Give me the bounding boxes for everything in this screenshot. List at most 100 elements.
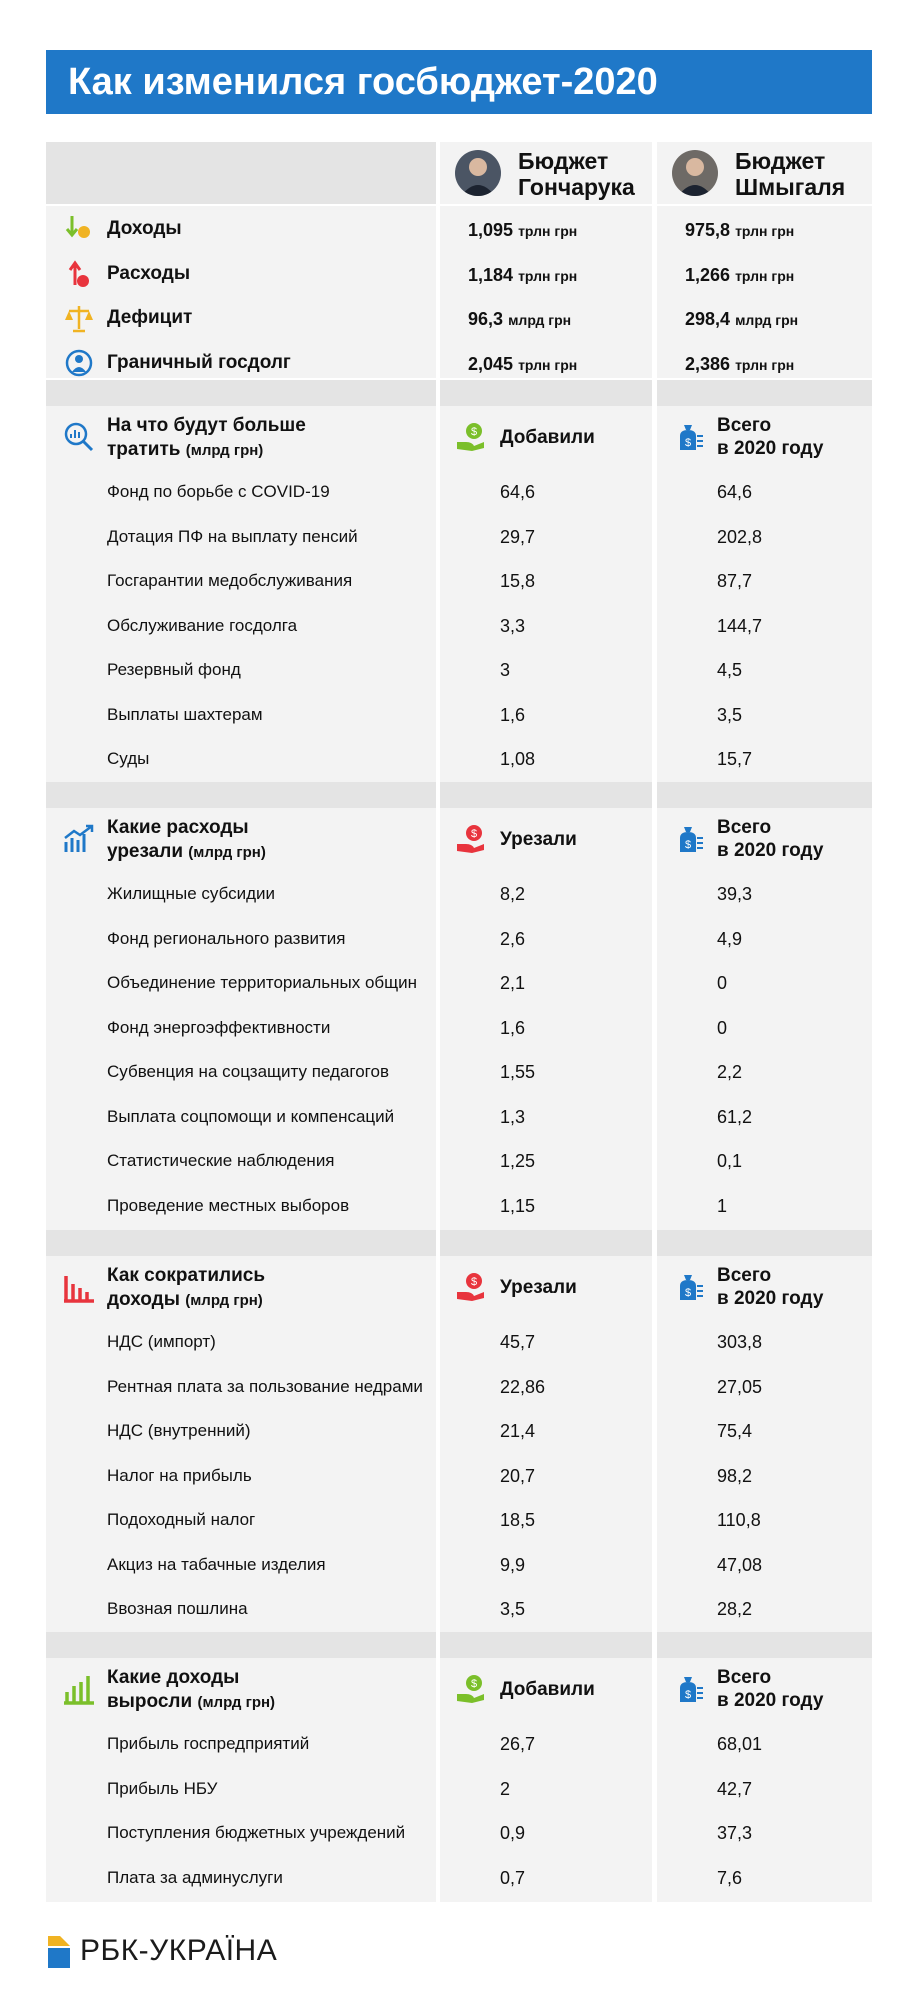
col2-title-line2: в 2020 году (717, 1690, 824, 1711)
section-row-label: Налог на прибыль (107, 1465, 252, 1485)
section-row-value-1: 9,9 (500, 1554, 526, 1575)
section-title: Как сократились доходы (млрд грн) (107, 1264, 265, 1313)
section-unit: (млрд грн) (185, 1292, 263, 1309)
section-c1-bg (440, 406, 652, 784)
section-row-value-1: 1,15 (500, 1195, 536, 1216)
section-row-value-2: 47,08 (717, 1554, 763, 1575)
section-row-value-2: 144,7 (717, 615, 763, 636)
section-c1-gap (436, 1632, 440, 1658)
budget1-title-line1: Бюджет (518, 148, 609, 174)
section-row-value-1: 2,1 (500, 973, 526, 993)
section-col2-title: Всего в 2020 году (717, 414, 823, 460)
section-c2-gap (652, 380, 657, 406)
section-c1-gap (436, 782, 440, 808)
growth-chart-icon (64, 824, 94, 852)
rbc-logo-icon (48, 1936, 70, 1968)
value: 298,4 (685, 309, 731, 329)
section-title-line2: урезали (млрд грн) (107, 840, 266, 865)
section-row-value-2: 68,01 (717, 1734, 763, 1754)
money-bag-icon: $ (680, 1275, 703, 1300)
section-c1-bg (440, 1256, 652, 1634)
summary-value-2: 2,386 трлн грн (685, 354, 794, 375)
section-divider-band (46, 380, 872, 406)
section-row-value-1: 3,5 (500, 1599, 526, 1619)
col2-title-line1: Всего (717, 415, 772, 436)
section-row-label: Субвенция на соцзащиту педагогов (107, 1062, 389, 1081)
value: 96,3 (468, 309, 504, 329)
section-row-value-2: 0,1 (717, 1151, 743, 1171)
section-col2-title: Всего в 2020 году (717, 816, 823, 862)
section-row-label: Акциз на табачные изделия (107, 1554, 326, 1574)
section-c2-bg (657, 1256, 872, 1634)
section-row-value-2: 27,05 (717, 1376, 763, 1397)
unit: трлн грн (518, 356, 578, 373)
section-title-line1: Какие расходы (107, 817, 249, 838)
section-row-value-2: 202,8 (717, 526, 763, 547)
money-hand-red-icon: $ (457, 1273, 484, 1301)
section-row-value-1: 22,86 (500, 1376, 546, 1397)
section-title-line2: доходы (млрд грн) (107, 1288, 265, 1313)
section-label-bg (46, 1256, 436, 1634)
summary-value-2: 1,266 трлн грн (685, 265, 794, 286)
money-hand-green-icon: $ (457, 1675, 484, 1703)
section-c2-bg (657, 406, 872, 784)
avatar-goncharuk (455, 150, 501, 196)
section-row-value-2: 4,9 (717, 928, 743, 949)
section-row-value-2: 42,7 (717, 1778, 753, 1799)
section-unit: (млрд грн) (197, 1694, 276, 1711)
section-row-label: Проведение местных выборов (107, 1195, 350, 1215)
summary-c1-bg (440, 206, 652, 378)
summary-label: Расходы (107, 262, 191, 284)
page-title: Как изменился госбюджет-2020 (68, 61, 658, 103)
section-row-value-2: 3,5 (717, 704, 743, 725)
section-row-label: Выплата соцпомощи и компенсаций (107, 1106, 395, 1126)
section-row-label: Объединение территориальных общин (107, 973, 418, 992)
section-row-label: НДС (импорт) (107, 1332, 216, 1351)
section-title-line2: выросли (млрд грн) (107, 1690, 275, 1715)
section-row-value-2: 0 (717, 973, 728, 993)
money-bag-icon: $ (680, 425, 703, 450)
section-row-value-1: 0,9 (500, 1823, 526, 1843)
section-row-value-1: 18,5 (500, 1510, 536, 1530)
section-col2-title: Всего в 2020 году (717, 1666, 823, 1712)
value: 2,386 (685, 353, 731, 374)
section-col2-title: Всего в 2020 году (717, 1264, 823, 1310)
unit: трлн грн (518, 267, 578, 284)
section-title: Какие расходы урезали (млрд грн) (107, 816, 266, 865)
summary-value-1: 1,184 трлн грн (468, 265, 577, 286)
section-unit: (млрд грн) (185, 442, 264, 459)
summary-value-2: 298,4 млрд грн (685, 309, 798, 330)
section-row-label: Фонд регионального развития (107, 928, 346, 948)
section-divider-band (46, 1632, 872, 1658)
section-row-value-2: 98,2 (717, 1465, 753, 1486)
col2-title-line1: Всего (717, 817, 772, 838)
section-row-label: Поступления бюджетных учреждений (107, 1823, 406, 1842)
summary-value-1: 2,045 трлн грн (468, 354, 577, 375)
unit: млрд грн (735, 312, 799, 328)
section-row-value-1: 20,7 (500, 1465, 536, 1486)
money-bag-icon: $ (680, 827, 703, 852)
section-row-value-2: 28,2 (717, 1599, 753, 1619)
section-title-word: урезали (107, 841, 183, 862)
section-row-label: Рентная плата за пользование недрами (107, 1376, 423, 1396)
section-row-value-2: 303,8 (717, 1332, 763, 1352)
section-row-value-2: 37,3 (717, 1823, 753, 1843)
svg-text:$: $ (685, 437, 691, 449)
section-row-label: Обслуживание госдолга (107, 615, 298, 635)
svg-text:$: $ (685, 1689, 691, 1701)
section-c2-gap (652, 1230, 657, 1256)
section-row-label: Суды (107, 749, 150, 768)
section-row-value-1: 1,6 (500, 704, 526, 725)
debt-person-icon (65, 349, 93, 376)
value: 1,184 (468, 264, 514, 285)
section-row-value-1: 2 (500, 1778, 511, 1799)
money-bag-icon: $ (680, 1677, 703, 1702)
section-row-value-1: 15,8 (500, 571, 536, 591)
svg-text:$: $ (471, 1678, 477, 1690)
scales-icon (65, 306, 93, 333)
money-hand-red-icon: $ (457, 825, 484, 853)
section-row-value-2: 39,3 (717, 884, 753, 904)
section-row-value-2: 2,2 (717, 1062, 743, 1082)
section-row-value-1: 1,55 (500, 1062, 536, 1082)
section-c1-bg (440, 808, 652, 1230)
